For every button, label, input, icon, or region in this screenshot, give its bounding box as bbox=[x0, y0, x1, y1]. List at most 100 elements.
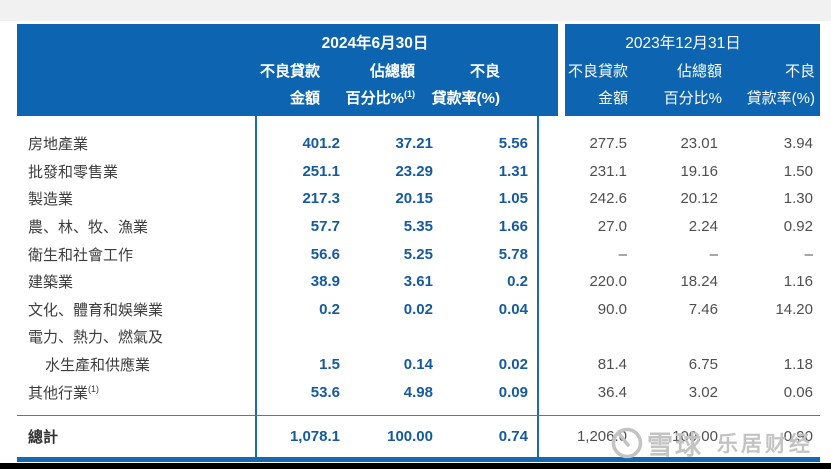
npl-ratio-2024-cell: 0.02 bbox=[498, 356, 528, 374]
table-row: 批發和零售業 251.1 23.29 1.31 231.1 19.16 1.50 bbox=[17, 158, 820, 186]
header-2024-section: 2024年6月30日 不良貸款 金額 佔總額 百分比%(1) 不良 貸款率(%) bbox=[17, 24, 558, 116]
pct-of-total-2024-cell: 0.14 bbox=[403, 356, 433, 374]
footnote-marker: (1) bbox=[88, 383, 100, 394]
pct-of-total-2023-cell: 6.75 bbox=[688, 356, 718, 374]
table-bottom-border bbox=[17, 457, 820, 462]
npl-ratio-2024-cell: 5.56 bbox=[498, 135, 528, 153]
pct-of-total-2024-cell: 20.15 bbox=[395, 190, 433, 208]
table-row: 農、林、牧、漁業 57.7 5.35 1.66 27.0 2.24 0.92 bbox=[17, 213, 820, 241]
npl-ratio-2023-cell: 1.18 bbox=[783, 356, 813, 374]
total-row: 總計 1,078.1 100.00 0.74 1,206.0 100.00 0.… bbox=[17, 416, 820, 457]
industry-label: 水生產和供應業 bbox=[45, 357, 151, 375]
col-header-npl-ratio-2024: 不良 貸款率(%) bbox=[431, 63, 500, 107]
npl-amount-2023-cell: 36.4 bbox=[597, 383, 627, 401]
npl-amount-2023-cell: 90.0 bbox=[597, 300, 627, 318]
npl-ratio-2024-cell: 0.04 bbox=[498, 300, 528, 318]
col-header-npl-amount-2023: 不良貸款 金額 bbox=[567, 63, 628, 107]
footnote-marker: (1) bbox=[404, 89, 415, 99]
col-header-pct-of-total-2023: 佔總額 百分比% bbox=[663, 63, 722, 107]
npl-amount-2024-cell: 1.5 bbox=[319, 356, 340, 374]
period-2023-title: 2023年12月31日 bbox=[625, 35, 741, 52]
pct-of-total-2023-cell: 18.24 bbox=[680, 273, 718, 291]
pct-of-total-2024-cell: 37.21 bbox=[395, 135, 433, 153]
pct-of-total-2023-cell: 19.16 bbox=[680, 162, 718, 180]
pct-of-total-2023-cell: – bbox=[709, 245, 718, 263]
npl-amount-2024-cell: 53.6 bbox=[310, 383, 340, 401]
npl-amount-2023-cell: 277.5 bbox=[589, 135, 627, 153]
table-row: 文化、體育和娛樂業 0.2 0.02 0.04 90.0 7.46 14.20 bbox=[17, 296, 820, 324]
npl-amount-2024-cell: 0.2 bbox=[319, 300, 340, 318]
npl-ratio-2023-cell: 1.30 bbox=[783, 190, 813, 208]
npl-amount-2023-cell: 220.0 bbox=[589, 273, 627, 291]
vertical-rule-left bbox=[255, 116, 257, 462]
total-npl-amount-2023: 1,206.0 bbox=[576, 428, 627, 445]
npl-ratio-2024-cell: 1.31 bbox=[498, 162, 528, 180]
pct-of-total-2024-cell: 0.02 bbox=[403, 300, 433, 318]
npl-amount-2024-cell: 217.3 bbox=[302, 190, 340, 208]
pct-of-total-2023-cell: 7.46 bbox=[688, 300, 718, 318]
npl-amount-2024-cell: 401.2 bbox=[302, 135, 340, 153]
npl-ratio-2023-cell: – bbox=[804, 245, 813, 263]
total-label: 總計 bbox=[28, 429, 59, 446]
industry-label: 建築業 bbox=[28, 274, 74, 292]
npl-ratio-2024-cell: 1.66 bbox=[498, 218, 528, 236]
vertical-rule-middle bbox=[537, 116, 539, 462]
npl-ratio-2024-cell: 0.09 bbox=[498, 383, 528, 401]
pct-of-total-2023-cell: 20.12 bbox=[680, 190, 718, 208]
npl-ratio-2023-cell: 1.50 bbox=[783, 162, 813, 180]
pct-of-total-2024-cell: 5.25 bbox=[403, 245, 433, 263]
npl-amount-2024-cell: 251.1 bbox=[302, 162, 340, 180]
pct-of-total-2023-cell: 23.01 bbox=[680, 135, 718, 153]
top-margin-strip bbox=[0, 0, 831, 21]
table-row: 建築業 38.9 3.61 0.2 220.0 18.24 1.16 bbox=[17, 268, 820, 296]
npl-amount-2024-cell: 38.9 bbox=[310, 273, 340, 291]
npl-ratio-2023-cell: 3.94 bbox=[783, 135, 813, 153]
total-pct-2023: 100.00 bbox=[672, 428, 718, 445]
table-row: 其他行業(1) 53.6 4.98 0.09 36.4 3.02 0.06 bbox=[17, 378, 820, 406]
col-header-npl-ratio-2023: 不良 貸款率(%) bbox=[746, 63, 815, 107]
industry-label: 製造業 bbox=[28, 191, 74, 209]
npl-amount-2023-cell: 81.4 bbox=[597, 356, 627, 374]
npl-ratio-2024-cell: 5.78 bbox=[498, 245, 528, 263]
total-npl-amount-2024: 1,078.1 bbox=[289, 428, 340, 445]
pct-of-total-2023-cell: 2.24 bbox=[688, 218, 718, 236]
col-header-pct-of-total-2024: 佔總額 百分比%(1) bbox=[345, 63, 415, 107]
npl-amount-2023-cell: 242.6 bbox=[589, 190, 627, 208]
pct-of-total-2024-cell: 4.98 bbox=[403, 383, 433, 401]
industry-label: 文化、體育和娛樂業 bbox=[28, 301, 164, 319]
table-row: 水生產和供應業 1.5 0.14 0.02 81.4 6.75 1.18 bbox=[17, 351, 820, 379]
total-npl-ratio-2024: 0.74 bbox=[498, 428, 528, 445]
npl-amount-2023-cell: 27.0 bbox=[597, 218, 627, 236]
npl-amount-2023-cell: 231.1 bbox=[589, 162, 627, 180]
pct-of-total-2024-cell: 23.29 bbox=[395, 162, 433, 180]
total-pct-2024: 100.00 bbox=[387, 428, 433, 445]
industry-label: 其他行業(1) bbox=[28, 383, 100, 402]
npl-amount-2024-cell: 56.6 bbox=[310, 245, 340, 263]
industry-label: 農、林、牧、漁業 bbox=[28, 219, 149, 237]
industry-label: 衛生和社會工作 bbox=[28, 246, 134, 264]
npl-ratio-2024-cell: 1.05 bbox=[498, 190, 528, 208]
npl-amount-2024-cell: 57.7 bbox=[310, 218, 340, 236]
table-row: 電力、熱力、燃氣及 bbox=[17, 323, 820, 351]
total-npl-ratio-2023: 0.90 bbox=[783, 428, 813, 445]
npl-ratio-2023-cell: 0.92 bbox=[783, 218, 813, 236]
pct-of-total-2024-cell: 3.61 bbox=[403, 273, 433, 291]
table-row: 製造業 217.3 20.15 1.05 242.6 20.12 1.30 bbox=[17, 185, 820, 213]
npl-ratio-2023-cell: 0.06 bbox=[783, 383, 813, 401]
period-2024-title: 2024年6月30日 bbox=[321, 35, 429, 52]
npl-amount-2023-cell: – bbox=[618, 245, 627, 263]
pct-of-total-2024-cell: 5.35 bbox=[403, 218, 433, 236]
table-row: 房地產業 401.2 37.21 5.56 277.5 23.01 3.94 bbox=[17, 130, 820, 158]
header-2023-section: 2023年12月31日 不良貸款 金額 佔總額 百分比% 不良 貸款率(%) bbox=[565, 24, 820, 116]
industry-label: 電力、熱力、燃氣及 bbox=[28, 329, 164, 347]
col-header-npl-amount-2024: 不良貸款 金額 bbox=[259, 63, 320, 107]
npl-ratio-2024-cell: 0.2 bbox=[507, 273, 528, 291]
table-row: 衛生和社會工作 56.6 5.25 5.78 – – – bbox=[17, 240, 820, 268]
industry-label: 批發和零售業 bbox=[28, 163, 119, 181]
npl-ratio-2023-cell: 1.16 bbox=[783, 273, 813, 291]
industry-label: 房地產業 bbox=[28, 136, 89, 154]
pct-of-total-2023-cell: 3.02 bbox=[688, 383, 718, 401]
bottom-black-bar bbox=[0, 463, 831, 469]
total-separator-line bbox=[17, 415, 820, 416]
